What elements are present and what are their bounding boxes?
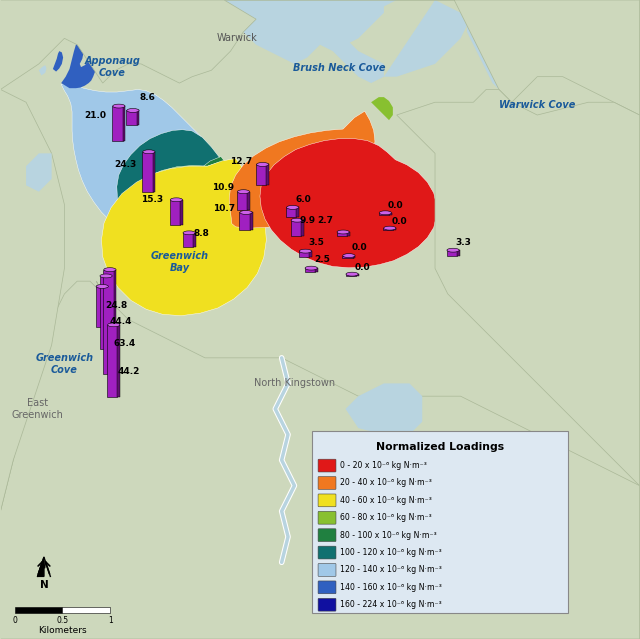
Bar — [342, 256, 353, 258]
Polygon shape — [384, 0, 467, 77]
Polygon shape — [563, 0, 607, 26]
Polygon shape — [230, 0, 397, 83]
Text: 40 - 60 x 10⁻⁶ kg N·m⁻³: 40 - 60 x 10⁻⁶ kg N·m⁻³ — [340, 496, 433, 505]
Text: 10.9: 10.9 — [212, 183, 234, 192]
Polygon shape — [122, 106, 125, 141]
Ellipse shape — [343, 254, 355, 258]
Text: 160 - 224 x 10⁻⁶ kg N·m⁻³: 160 - 224 x 10⁻⁶ kg N·m⁻³ — [340, 600, 442, 609]
Polygon shape — [83, 307, 109, 340]
Polygon shape — [125, 157, 243, 277]
Polygon shape — [301, 220, 304, 236]
Polygon shape — [110, 276, 113, 349]
FancyBboxPatch shape — [318, 598, 336, 611]
Polygon shape — [102, 158, 266, 316]
Bar — [15, 607, 63, 613]
Bar — [299, 251, 309, 257]
Ellipse shape — [257, 162, 269, 166]
Text: 0 - 20 x 10⁻⁶ kg N·m⁻³: 0 - 20 x 10⁻⁶ kg N·m⁻³ — [340, 461, 428, 470]
Polygon shape — [457, 250, 460, 256]
Polygon shape — [224, 0, 384, 45]
Polygon shape — [1, 0, 256, 89]
Text: 0.5: 0.5 — [56, 616, 68, 625]
Text: N: N — [40, 580, 49, 590]
Text: Warwick Cove: Warwick Cove — [499, 100, 575, 111]
Text: 9.9: 9.9 — [299, 216, 316, 225]
Polygon shape — [1, 89, 65, 511]
Ellipse shape — [379, 211, 392, 215]
Text: Greenwich
Cove: Greenwich Cove — [35, 353, 93, 375]
Bar — [379, 213, 389, 215]
Text: 15.3: 15.3 — [141, 196, 164, 204]
Ellipse shape — [237, 190, 250, 194]
Ellipse shape — [127, 109, 139, 112]
Text: 140 - 160 x 10⁻⁶ kg N·m⁻³: 140 - 160 x 10⁻⁶ kg N·m⁻³ — [340, 583, 442, 592]
Polygon shape — [38, 557, 44, 576]
Text: Normalized Loadings: Normalized Loadings — [376, 442, 504, 452]
Polygon shape — [266, 164, 269, 185]
Bar — [256, 164, 266, 185]
Bar — [291, 220, 301, 236]
Text: 6.0: 6.0 — [296, 196, 311, 204]
Polygon shape — [114, 270, 116, 374]
Text: East
Greenwich: East Greenwich — [12, 398, 63, 420]
Text: 24.3: 24.3 — [115, 160, 137, 169]
Text: 12.7: 12.7 — [230, 157, 252, 166]
Polygon shape — [397, 89, 639, 486]
Text: 0.0: 0.0 — [392, 217, 408, 226]
Text: 44.2: 44.2 — [117, 367, 140, 376]
Polygon shape — [106, 286, 109, 327]
Text: 1: 1 — [108, 616, 113, 625]
Text: 63.4: 63.4 — [113, 339, 136, 348]
Ellipse shape — [143, 150, 155, 154]
FancyBboxPatch shape — [318, 564, 336, 576]
Polygon shape — [229, 111, 375, 228]
Polygon shape — [315, 268, 317, 272]
Polygon shape — [269, 0, 358, 45]
Ellipse shape — [183, 231, 195, 235]
Polygon shape — [193, 233, 196, 247]
Bar — [126, 111, 136, 125]
Text: 24.8: 24.8 — [106, 301, 128, 310]
Ellipse shape — [108, 323, 120, 327]
Text: Warwick: Warwick — [216, 33, 257, 43]
Polygon shape — [309, 251, 312, 257]
Polygon shape — [296, 208, 300, 217]
Ellipse shape — [300, 249, 312, 253]
Polygon shape — [394, 228, 396, 230]
Text: 44.4: 44.4 — [109, 317, 132, 326]
Polygon shape — [116, 161, 252, 295]
Ellipse shape — [305, 266, 317, 270]
Polygon shape — [116, 130, 237, 257]
Ellipse shape — [346, 272, 358, 276]
Bar — [239, 212, 250, 230]
Polygon shape — [260, 139, 436, 268]
Polygon shape — [371, 97, 393, 120]
Text: 3.3: 3.3 — [455, 238, 471, 247]
Bar — [346, 274, 356, 276]
Bar — [337, 232, 347, 236]
Text: 8.6: 8.6 — [140, 93, 156, 102]
Ellipse shape — [113, 104, 125, 108]
Text: 0.0: 0.0 — [388, 201, 403, 210]
Polygon shape — [26, 153, 52, 192]
Ellipse shape — [287, 206, 299, 210]
Polygon shape — [1, 0, 639, 115]
FancyBboxPatch shape — [318, 494, 336, 507]
Bar — [96, 286, 106, 327]
Ellipse shape — [100, 274, 112, 278]
FancyBboxPatch shape — [318, 511, 336, 524]
Text: 120 - 140 x 10⁻⁶ kg N·m⁻³: 120 - 140 x 10⁻⁶ kg N·m⁻³ — [340, 566, 442, 574]
Ellipse shape — [383, 226, 396, 230]
Text: 20 - 40 x 10⁻⁶ kg N·m⁻³: 20 - 40 x 10⁻⁶ kg N·m⁻³ — [340, 479, 433, 488]
Bar — [447, 250, 457, 256]
Text: North Kingstown: North Kingstown — [254, 378, 335, 389]
Polygon shape — [250, 212, 253, 230]
Bar — [104, 270, 114, 374]
Text: Apponaug
Cove: Apponaug Cove — [84, 56, 140, 78]
Polygon shape — [53, 51, 63, 72]
Text: 3.5: 3.5 — [308, 238, 324, 247]
Text: 10.7: 10.7 — [213, 204, 236, 213]
Polygon shape — [136, 111, 140, 125]
Text: 0.0: 0.0 — [352, 243, 367, 252]
